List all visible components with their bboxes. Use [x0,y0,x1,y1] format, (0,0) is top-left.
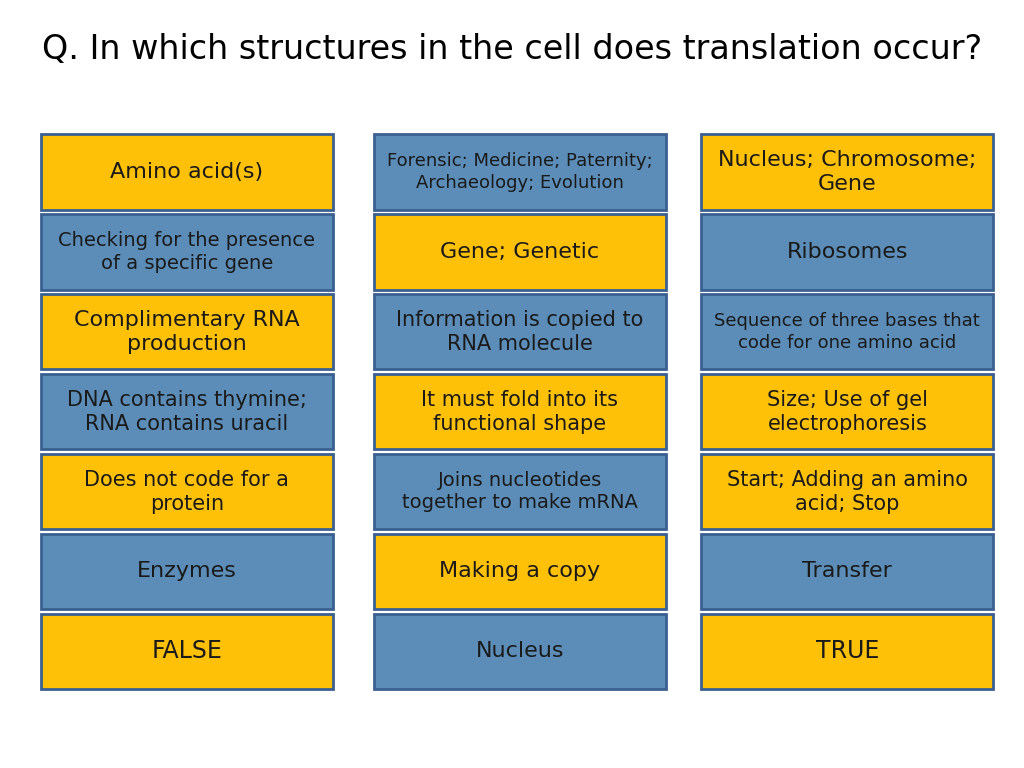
Text: Amino acid(s): Amino acid(s) [111,162,263,182]
FancyBboxPatch shape [374,534,666,609]
FancyBboxPatch shape [374,614,666,689]
FancyBboxPatch shape [41,534,333,609]
Text: Information is copied to
RNA molecule: Information is copied to RNA molecule [396,310,643,354]
FancyBboxPatch shape [374,294,666,369]
FancyBboxPatch shape [374,374,666,449]
FancyBboxPatch shape [701,534,993,609]
Text: Sequence of three bases that
code for one amino acid: Sequence of three bases that code for on… [715,312,980,352]
FancyBboxPatch shape [41,214,333,290]
Text: Nucleus: Nucleus [475,641,564,661]
FancyBboxPatch shape [41,374,333,449]
FancyBboxPatch shape [41,614,333,689]
FancyBboxPatch shape [374,454,666,529]
Text: Checking for the presence
of a specific gene: Checking for the presence of a specific … [58,231,315,273]
Text: Complimentary RNA
production: Complimentary RNA production [74,310,300,354]
FancyBboxPatch shape [374,214,666,290]
FancyBboxPatch shape [701,454,993,529]
FancyBboxPatch shape [701,614,993,689]
FancyBboxPatch shape [701,214,993,290]
Text: Does not code for a
protein: Does not code for a protein [84,469,290,514]
FancyBboxPatch shape [41,134,333,210]
Text: Ribosomes: Ribosomes [786,242,908,262]
Text: Start; Adding an amino
acid; Stop: Start; Adding an amino acid; Stop [727,469,968,514]
FancyBboxPatch shape [701,294,993,369]
Text: Enzymes: Enzymes [137,561,237,581]
Text: Transfer: Transfer [803,561,892,581]
Text: TRUE: TRUE [816,639,879,664]
FancyBboxPatch shape [701,374,993,449]
Text: It must fold into its
functional shape: It must fold into its functional shape [421,389,618,434]
Text: Gene; Genetic: Gene; Genetic [440,242,599,262]
Text: Size; Use of gel
electrophoresis: Size; Use of gel electrophoresis [767,389,928,434]
Text: Nucleus; Chromosome;
Gene: Nucleus; Chromosome; Gene [718,150,977,194]
Text: Q. In which structures in the cell does translation occur?: Q. In which structures in the cell does … [42,34,982,66]
FancyBboxPatch shape [41,454,333,529]
FancyBboxPatch shape [374,134,666,210]
Text: Joins nucleotides
together to make mRNA: Joins nucleotides together to make mRNA [401,471,638,512]
Text: Making a copy: Making a copy [439,561,600,581]
Text: FALSE: FALSE [152,639,222,664]
FancyBboxPatch shape [41,294,333,369]
Text: DNA contains thymine;
RNA contains uracil: DNA contains thymine; RNA contains uraci… [67,389,307,434]
FancyBboxPatch shape [701,134,993,210]
Text: Forensic; Medicine; Paternity;
Archaeology; Evolution: Forensic; Medicine; Paternity; Archaeolo… [387,152,652,192]
